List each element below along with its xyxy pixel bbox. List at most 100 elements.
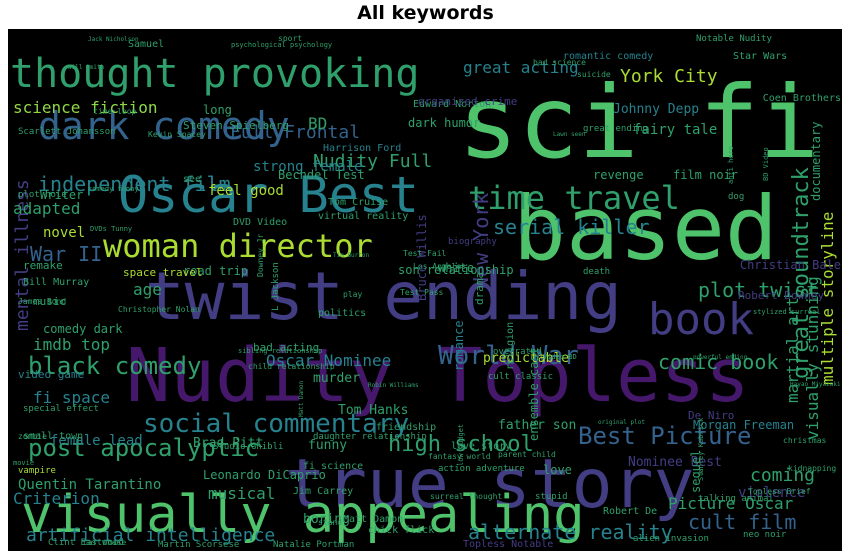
keyword-word: alternate reality [468, 520, 673, 544]
keyword-word: high school [388, 432, 534, 457]
keyword-word: Lawn seen [553, 131, 586, 138]
keyword-word: independent film [38, 172, 231, 196]
keyword-word: Writer [40, 188, 83, 202]
keyword-word: zombie [18, 432, 47, 441]
keyword-word: cult classic [488, 372, 553, 382]
keyword-word: stand [318, 518, 342, 527]
keyword-word: Topless Brief [748, 487, 811, 496]
keyword-word: great soundtrack [789, 167, 814, 379]
keyword-word: age [133, 280, 162, 299]
keyword-word: coming [750, 465, 815, 486]
keyword-word: great acting [463, 58, 579, 77]
keyword-word: Tom Hanks [338, 403, 408, 418]
keyword-word: Robert Downey [738, 289, 824, 302]
keyword-word: father son [498, 418, 576, 433]
keyword-word: post apocalyptic [28, 434, 259, 462]
keyword-word: feel good [208, 183, 284, 199]
keyword-word: time loop [93, 107, 137, 116]
keyword-word: twist ending [145, 258, 622, 335]
keyword-word: bad science [533, 58, 586, 67]
keyword-word: great ending [583, 124, 648, 134]
keyword-word: film noir [673, 168, 738, 182]
keyword-word: overrated [493, 347, 542, 357]
keyword-word: Leonardo DiCaprio [203, 468, 326, 482]
keyword-word: Star Wars [733, 51, 787, 62]
keyword-word: Notable Nudity [696, 34, 772, 44]
keyword-word: Video BD [543, 353, 577, 361]
keyword-word: Bill Murray [23, 277, 89, 288]
keyword-word: sibling relationship [238, 347, 322, 355]
keyword-word: dark comedy [38, 104, 290, 148]
keyword-word: Steven Spielberg [183, 119, 289, 132]
keyword-word: love story [451, 441, 511, 452]
keyword-word: Studio Ghibli [213, 442, 283, 452]
keyword-word: fairy tale [633, 122, 717, 138]
keyword-word: Downey Jr [256, 233, 265, 277]
keyword-word: artificial intelligence [26, 525, 275, 546]
keyword-word: dark humor [408, 116, 480, 130]
keyword-word: De Niro [688, 409, 734, 422]
keyword-word: virtual reality [318, 211, 408, 222]
keyword-word: DVD Video [233, 217, 287, 228]
keyword-word: Hayao Miyazaki [790, 381, 841, 388]
keyword-word: suicide [577, 70, 611, 79]
keyword-word: special effect [23, 404, 99, 414]
keyword-word: BD Video [762, 147, 770, 181]
keyword-word: Jack Nicholson [88, 36, 139, 43]
keyword-word: kidnapping [788, 464, 836, 473]
keyword-word: alien invasion [633, 534, 709, 544]
keyword-word: comedy dark [43, 322, 123, 336]
keyword-word: visually stunning [803, 276, 822, 440]
keyword-word: powerful ending [693, 354, 748, 361]
keyword-word: original plot [598, 419, 645, 426]
keyword-word: Bechdel Test [278, 168, 365, 182]
keyword-word: Test Pass [400, 288, 444, 297]
keyword-word: comedy funny [88, 185, 139, 193]
keyword-word: talking animal [698, 494, 774, 504]
keyword-word: World War [438, 341, 579, 371]
keyword-word: funny [308, 438, 347, 453]
keyword-word: biography [448, 237, 497, 247]
keyword-word: religion [505, 322, 516, 370]
keyword-word: Picture Oscar [668, 494, 794, 513]
keyword-word: Will Smith [68, 64, 105, 71]
keyword-word: Nudity Full [313, 151, 432, 172]
keyword-word: stylized surreal [753, 308, 820, 316]
keyword-word: parent child [498, 450, 556, 459]
keyword-word: Los Angeles [413, 262, 466, 271]
keyword-word: Topless Notable [463, 539, 553, 550]
keyword-word: DVDs Tunny [90, 225, 132, 233]
keyword-word: bad acting [253, 341, 319, 354]
keyword-word: romance [452, 320, 466, 371]
keyword-word: Martin Scorsese [158, 540, 239, 550]
keyword-word: sequel [689, 450, 703, 493]
keyword-word: Nominee Best [628, 455, 722, 470]
keyword-word: son relationship [398, 263, 514, 277]
keyword-word: female lead [50, 433, 143, 449]
keyword-word: boring [303, 512, 350, 527]
keyword-word: road trip [183, 264, 248, 278]
keyword-word: low budget [457, 424, 465, 466]
keyword-word: cult film [688, 510, 796, 534]
keyword-word: sci fi [458, 64, 819, 181]
keyword-word: woman director [103, 227, 373, 265]
keyword-word: predictable [483, 351, 569, 366]
keyword-word: Matt Damon [343, 514, 403, 525]
keyword-word: violence [738, 485, 805, 501]
keyword-word: Brad Pitt [193, 436, 263, 451]
keyword-word: organized crime [418, 95, 517, 108]
keyword-word: Edward Norton [413, 99, 491, 110]
keyword-word: York City [620, 66, 718, 87]
keyword-word: science fiction [13, 98, 158, 117]
keyword-word: long [203, 103, 232, 117]
keyword-word: plot hole [18, 190, 67, 200]
keyword-word: love [543, 463, 572, 477]
keyword-word: Harrison Ford [323, 143, 401, 154]
keyword-word: documentary [809, 122, 823, 201]
page-title: All keywords [357, 2, 494, 24]
keyword-word: BD [308, 114, 327, 133]
keyword-word: L Jackson [271, 262, 281, 311]
keyword-word: Christian Bale [740, 258, 841, 272]
keyword-word: comic book [658, 350, 778, 374]
keyword-word: New York [469, 193, 493, 289]
